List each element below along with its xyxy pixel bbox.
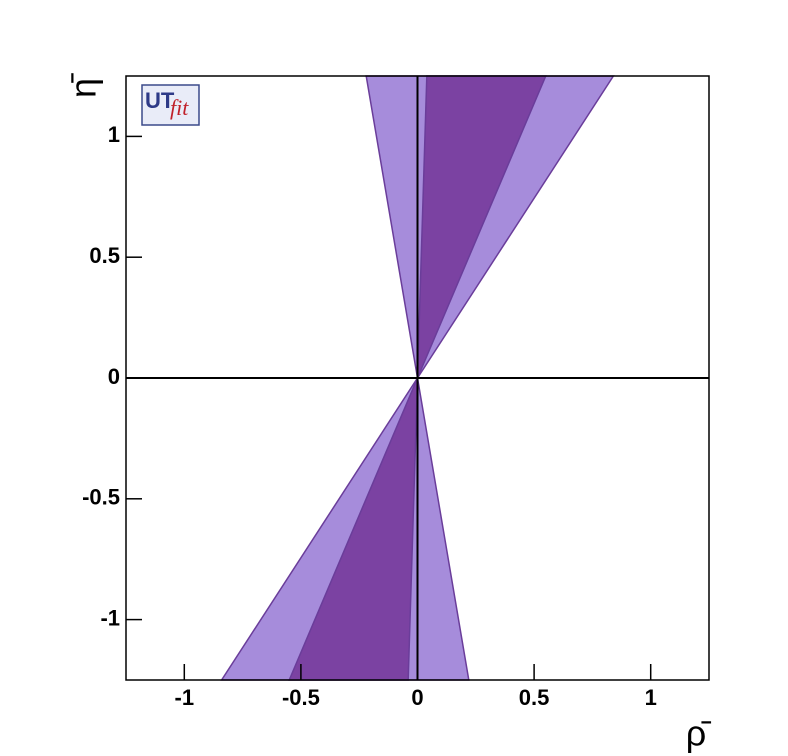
logo-box — [141, 84, 200, 126]
logo: UT fit — [141, 84, 200, 126]
y-tick-label: 0.5 — [89, 243, 120, 268]
y-axis-label: η̄ — [63, 73, 104, 98]
plot-area — [126, 75, 709, 681]
x-axis-label: ρ̄ — [686, 713, 711, 754]
y-tick-label: 0 — [108, 364, 120, 389]
x-tick-label: 0 — [411, 685, 423, 710]
y-tick-label: -1 — [100, 605, 120, 630]
logo-sub: fit — [170, 95, 189, 120]
y-tick-label: 1 — [108, 122, 120, 147]
logo-main: UT — [145, 88, 175, 113]
x-tick-label: 1 — [645, 685, 657, 710]
y-tick-label: -0.5 — [82, 485, 120, 510]
x-tick-label: 0.5 — [519, 685, 550, 710]
x-tick-label: -1 — [175, 685, 195, 710]
x-tick-label: -0.5 — [282, 685, 320, 710]
